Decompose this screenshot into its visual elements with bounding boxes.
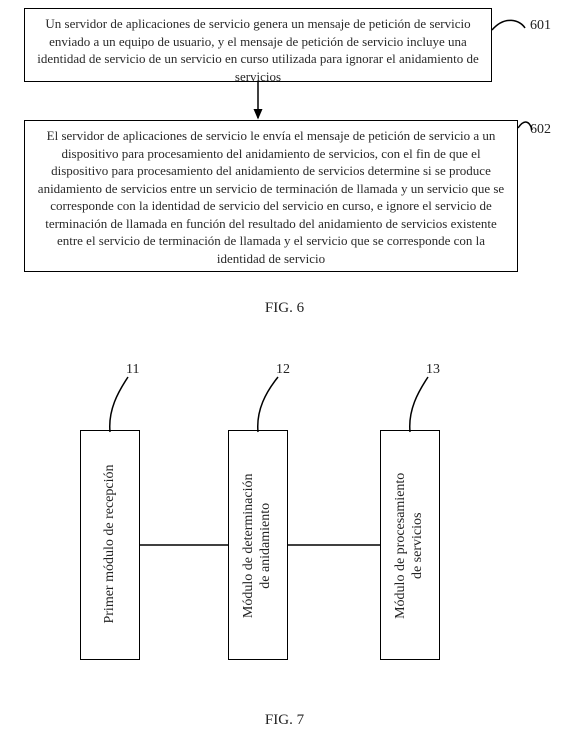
fig6-step-602-text: El servidor de aplicaciones de servicio … (38, 128, 504, 266)
fig7-label-11: 11 (126, 362, 139, 378)
fig7-label-13: 13 (426, 362, 440, 378)
caption-fig7: FIG. 7 (0, 712, 569, 729)
label-601: 601 (530, 18, 551, 34)
fig6-step-601: Un servidor de aplicaciones de servicio … (24, 8, 492, 82)
label-602: 602 (530, 122, 551, 138)
fig7-module-2-text: Módulo de determinaciónde anidamiento (241, 431, 275, 661)
fig6-step-601-text: Un servidor de aplicaciones de servicio … (37, 16, 478, 84)
fig6-step-602: El servidor de aplicaciones de servicio … (24, 120, 518, 272)
fig7-module-1-text: Primer módulo de recepción (102, 429, 118, 659)
diagram-canvas: Un servidor de aplicaciones de servicio … (0, 0, 569, 750)
caption-fig6: FIG. 6 (0, 300, 569, 317)
fig7-module-3-text: Módulo de procesamientode servicios (393, 431, 427, 661)
fig7-label-12: 12 (276, 362, 290, 378)
